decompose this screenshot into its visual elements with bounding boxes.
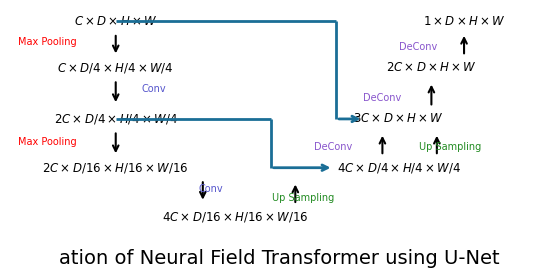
Text: Conv: Conv xyxy=(142,84,166,94)
Text: DeConv: DeConv xyxy=(314,142,353,152)
Text: $1 \times D \times H \times W$: $1 \times D \times H \times W$ xyxy=(423,15,506,28)
Text: $2C \times D \times H \times W$: $2C \times D \times H \times W$ xyxy=(386,61,477,74)
Text: $2C \times D/16 \times H/16 \times W/16$: $2C \times D/16 \times H/16 \times W/16$ xyxy=(42,161,189,175)
Text: $4C \times D/4 \times H/4 \times W/4$: $4C \times D/4 \times H/4 \times W/4$ xyxy=(336,161,461,175)
Text: Max Pooling: Max Pooling xyxy=(18,37,77,47)
Text: $3C \times D \times H \times W$: $3C \times D \times H \times W$ xyxy=(353,113,444,125)
Text: Max Pooling: Max Pooling xyxy=(18,137,77,147)
Text: Conv: Conv xyxy=(199,184,223,193)
Text: $2C \times D/4 \times H/4 \times W/4$: $2C \times D/4 \times H/4 \times W/4$ xyxy=(54,112,178,126)
Text: DeConv: DeConv xyxy=(363,93,402,103)
Text: $C \times D/4 \times H/4 \times W/4$: $C \times D/4 \times H/4 \times W/4$ xyxy=(57,61,174,75)
Text: ation of Neural Field Transformer using U-Net: ation of Neural Field Transformer using … xyxy=(59,249,499,268)
Text: Up Sampling: Up Sampling xyxy=(272,193,335,203)
Text: $4C \times D/16 \times H/16 \times W/16$: $4C \times D/16 \times H/16 \times W/16$ xyxy=(162,210,309,224)
Text: $C \times D \times H \times W$: $C \times D \times H \times W$ xyxy=(74,15,157,28)
Text: DeConv: DeConv xyxy=(398,42,437,52)
Text: Up Sampling: Up Sampling xyxy=(419,142,482,152)
